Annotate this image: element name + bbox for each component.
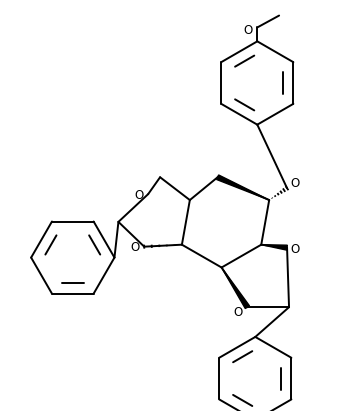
Text: O: O [291,243,300,256]
Text: O: O [291,177,300,190]
Text: O: O [131,241,140,254]
Polygon shape [217,175,269,200]
Text: O: O [244,24,253,37]
Polygon shape [222,268,249,309]
Text: O: O [234,306,243,319]
Polygon shape [261,244,287,250]
Text: O: O [135,189,144,202]
